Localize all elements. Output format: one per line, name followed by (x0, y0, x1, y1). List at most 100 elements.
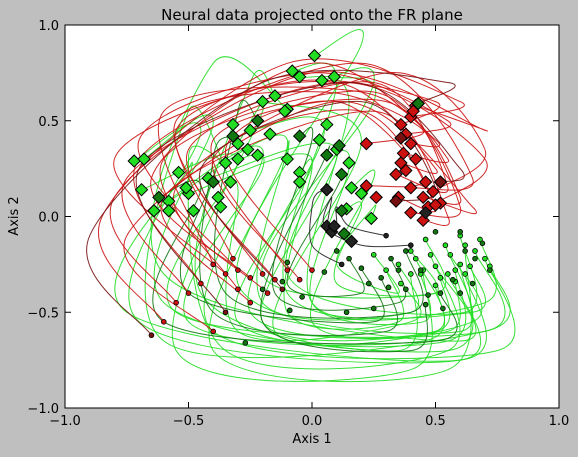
trajectory-start-dot (321, 269, 328, 275)
y-tick-label: 0.0 (38, 211, 59, 226)
trajectory-start-dot (432, 282, 439, 289)
x-tick-label: 1.0 (549, 414, 570, 429)
trajectory-start-dot (452, 267, 459, 273)
trajectory-line (186, 81, 449, 280)
trajectory-start-dot (479, 240, 486, 247)
trajectory-start-dot (432, 263, 439, 270)
trajectory-end-marker (359, 137, 374, 151)
trajectory-end-marker (255, 94, 270, 109)
trajectory-end-marker (344, 181, 359, 195)
trajectory-end-marker (263, 127, 277, 141)
trajectory-end-marker (171, 165, 186, 180)
trajectory-line (183, 153, 445, 346)
trajectory-end-marker (389, 167, 403, 182)
trajectory-end-marker (406, 104, 420, 118)
trajectory-line (173, 72, 487, 294)
trajectory-start-dot (422, 301, 429, 308)
trajectory-line (160, 110, 450, 304)
trajectory-start-dot (462, 242, 468, 249)
trajectory-line (150, 56, 477, 342)
trajectory-end-marker (332, 138, 346, 153)
trajectory-line (210, 98, 462, 271)
trajectory-start-dot (230, 255, 236, 262)
trajectory-line (150, 62, 440, 279)
trajectory-end-marker (292, 129, 307, 143)
trajectory-start-dot (422, 236, 429, 243)
trajectory-end-marker (134, 182, 149, 197)
trajectory-end-marker (292, 69, 307, 84)
trajectory-start-dot (358, 265, 365, 272)
trajectory-start-dot (247, 299, 254, 306)
trajectory-start-dot (378, 274, 384, 281)
trajectory-start-dot (457, 229, 464, 235)
trajectory-start-dot (370, 252, 377, 258)
trajectory-start-dot (279, 286, 286, 293)
y-tick-label: −0.5 (27, 306, 59, 321)
trajectory-start-dot (235, 267, 241, 273)
trajectory-start-dot (482, 255, 488, 262)
trajectory-start-dot (467, 263, 473, 270)
trajectory-end-marker (418, 175, 433, 189)
trajectory-start-dot (449, 276, 456, 283)
trajectory-start-dot (210, 328, 217, 335)
trajectory-start-dot (425, 292, 431, 298)
trajectory-start-dot (462, 271, 468, 277)
trajectory-start-dot (185, 290, 192, 296)
trajectory-start-dot (395, 261, 402, 268)
trajectory-start-dot (247, 274, 254, 281)
trajectory-end-marker (243, 123, 257, 138)
trajectory-end-marker (320, 148, 334, 162)
chart-title: Neural data projected onto the FR plane (161, 6, 463, 24)
trajectory-end-marker (404, 137, 418, 151)
trajectory-line (283, 158, 405, 330)
trajectory-start-dot (407, 242, 414, 249)
trajectory-end-marker (137, 152, 151, 166)
trajectory-line (128, 122, 482, 364)
trajectory-end-marker (364, 211, 378, 226)
trajectory-start-dot (487, 267, 493, 273)
trajectory-start-dot (296, 276, 303, 283)
x-tick-label: −0.5 (173, 414, 205, 429)
trajectory-start-dot (259, 271, 266, 277)
trajectory-end-marker (344, 234, 359, 249)
trajectory-end-marker (404, 181, 418, 195)
trajectory-end-marker (285, 64, 299, 78)
x-axis-label: Axis 1 (292, 432, 331, 447)
trajectory-end-marker (315, 73, 329, 88)
trajectory-start-dot (462, 248, 468, 254)
trajectory-line (98, 58, 465, 323)
trajectory-end-marker (337, 227, 351, 241)
trajectory-end-marker (394, 131, 408, 145)
trajectory-start-dot (469, 280, 476, 287)
trajectory-end-marker (280, 152, 295, 166)
trajectory-start-dot (284, 259, 291, 266)
trajectory-start-dot (395, 267, 402, 273)
trajectory-end-marker (394, 117, 408, 132)
trajectory-start-dot (407, 271, 414, 277)
trajectory-end-marker (369, 190, 383, 205)
trajectory-start-dot (235, 286, 241, 293)
trajectory-start-dot (286, 307, 293, 314)
y-tick-label: −1.0 (27, 402, 59, 417)
trajectory-line (336, 204, 400, 294)
trajectory-end-marker (320, 117, 334, 132)
trajectory-start-dot (222, 271, 229, 277)
y-axis-ticks: −1.0 −0.5 0.0 0.5 1.0 (27, 19, 559, 417)
trajectory-end-marker (213, 200, 228, 214)
trajectory-start-dot (437, 274, 444, 281)
trajectory-start-dot (383, 232, 389, 239)
trajectory-start-dot (222, 309, 229, 316)
trajectory-end-marker (426, 184, 440, 199)
trajectory-start-dot (272, 276, 278, 283)
trajectory-end-marker (292, 175, 307, 189)
trajectory-end-marker (147, 204, 161, 218)
trajectory-line (152, 179, 458, 345)
trajectory-start-dot (383, 267, 389, 273)
trajectory-end-marker (226, 129, 240, 143)
trajectory-start-dot (457, 290, 464, 296)
trajectory-start-dot (343, 309, 350, 316)
trajectory-end-marker (404, 205, 418, 220)
trajectory-start-dot (309, 267, 315, 273)
trajectory-end-marker (399, 163, 413, 178)
